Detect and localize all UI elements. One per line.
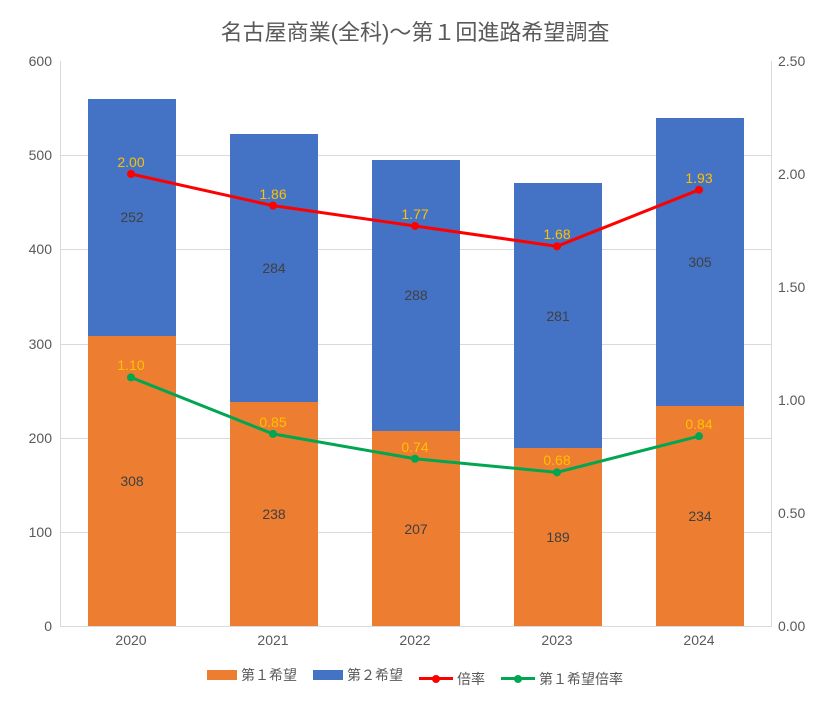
first-ratio-data-label: 0.84 [685, 416, 712, 432]
legend-item-first_ratio: 第１希望倍率 [501, 669, 623, 689]
x-axis-label: 2020 [115, 632, 146, 648]
x-axis-label: 2024 [683, 632, 714, 648]
y-axis-left-label: 400 [29, 241, 52, 257]
legend-item-ratio: 倍率 [419, 669, 485, 689]
y-axis-left-label: 100 [29, 524, 52, 540]
y-axis-left-label: 200 [29, 430, 52, 446]
ratio-data-label: 2.00 [117, 154, 144, 170]
ratio-data-label: 1.68 [543, 226, 570, 242]
first-ratio-marker [411, 455, 419, 463]
legend-swatch [207, 670, 237, 680]
y-axis-left-label: 600 [29, 53, 52, 69]
ratio-marker [127, 170, 135, 178]
legend-swatch [419, 673, 453, 685]
legend-swatch [501, 673, 535, 685]
legend-label: 倍率 [457, 669, 485, 689]
ratio-data-label: 1.86 [259, 186, 286, 202]
y-axis-right-label: 0.50 [778, 505, 805, 521]
first-ratio-marker [695, 432, 703, 440]
ratio-marker [695, 186, 703, 194]
legend: 第１希望 第２希望 倍率 第１希望倍率 [0, 665, 830, 689]
first-ratio-data-label: 1.10 [117, 357, 144, 373]
y-axis-right-label: 1.00 [778, 392, 805, 408]
x-axis-label: 2022 [399, 632, 430, 648]
ratio-marker [411, 222, 419, 230]
x-axis-label: 2021 [257, 632, 288, 648]
first-ratio-marker [269, 430, 277, 438]
y-axis-right-label: 1.50 [778, 279, 805, 295]
y-axis-left-label: 500 [29, 147, 52, 163]
ratio-marker [269, 202, 277, 210]
legend-item-second_choice: 第２希望 [313, 665, 403, 685]
ratio-data-label: 1.77 [401, 206, 428, 222]
y-axis-right-label: 2.00 [778, 166, 805, 182]
first-ratio-data-label: 0.85 [259, 414, 286, 430]
first-ratio-data-label: 0.68 [543, 452, 570, 468]
chart-container: 名古屋商業(全科)～第１回進路希望調査 30825223828420728818… [0, 0, 830, 711]
chart-title: 名古屋商業(全科)～第１回進路希望調査 [0, 15, 830, 47]
legend-item-first_choice: 第１希望 [207, 665, 297, 685]
legend-label: 第２希望 [347, 665, 403, 685]
ratio-marker [553, 242, 561, 250]
y-axis-left-label: 300 [29, 336, 52, 352]
first-ratio-marker [553, 468, 561, 476]
legend-label: 第１希望倍率 [539, 669, 623, 689]
line-layer [60, 61, 770, 626]
legend-swatch [313, 670, 343, 680]
y-axis-right-label: 2.50 [778, 53, 805, 69]
y-axis-right-label: 0.00 [778, 618, 805, 634]
y-axis-left-label: 0 [44, 618, 52, 634]
legend-label: 第１希望 [241, 665, 297, 685]
first-ratio-marker [127, 373, 135, 381]
first-ratio-data-label: 0.74 [401, 439, 428, 455]
ratio-data-label: 1.93 [685, 170, 712, 186]
x-axis-label: 2023 [541, 632, 572, 648]
